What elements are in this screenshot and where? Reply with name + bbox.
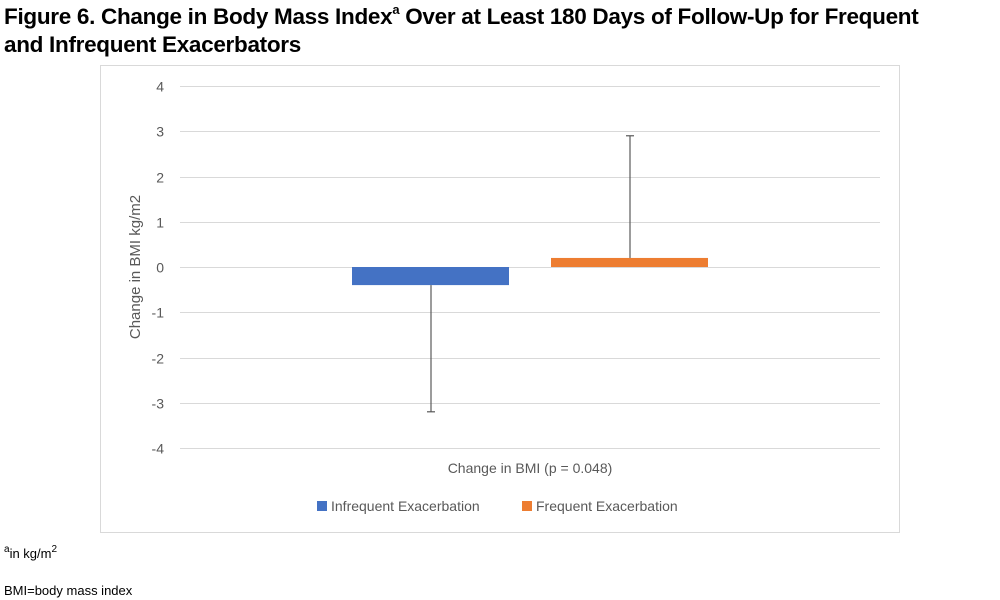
unit-footnote-text: in kg/m	[9, 546, 52, 561]
chart-frame	[100, 65, 900, 533]
x-axis-category-label: Change in BMI (p = 0.048)	[448, 460, 613, 476]
gridlines	[180, 86, 880, 449]
bar-frequent-exacerbation	[551, 257, 708, 267]
unit-footnote-power: 2	[51, 544, 58, 555]
legend-swatch	[317, 501, 327, 511]
y-tick-label: -1	[152, 305, 165, 321]
legend-swatch	[522, 501, 532, 511]
y-tick-label: -4	[152, 441, 165, 457]
bar-infrequent-exacerbation	[352, 267, 509, 286]
legend: Infrequent Exacerbation Frequent Exacerba…	[317, 498, 678, 514]
y-tick-label: -3	[152, 396, 165, 412]
y-axis-ticks: 4 3 2 1 0 -1 -2 -3 -4	[152, 79, 165, 457]
y-tick-label: 3	[156, 124, 164, 140]
y-axis-label: Change in BMI kg/m2	[127, 195, 144, 339]
legend-label: Infrequent Exacerbation	[331, 498, 480, 514]
legend-label: Frequent Exacerbation	[536, 498, 678, 514]
figure-title: Figure 6. Change in Body Mass Indexa Ove…	[4, 3, 994, 59]
y-tick-label: 0	[156, 260, 164, 276]
unit-footnote-marker: a	[4, 544, 10, 555]
y-tick-label: 2	[156, 170, 164, 186]
y-tick-label: 4	[156, 79, 164, 95]
figure-title-superscript: a	[392, 2, 400, 17]
bars	[352, 257, 708, 286]
abbreviation-footnote: BMI=body mass index	[4, 583, 133, 598]
y-tick-label: -2	[152, 351, 165, 367]
unit-footnote: ain kg/m2	[4, 544, 58, 562]
y-tick-label: 1	[156, 215, 164, 231]
figure-title-line1-suffix: Over at Least 180 Days of Follow-Up for …	[399, 4, 919, 29]
bar-chart: 4 3 2 1 0 -1 -2 -3 -4 Change in BMI kg/m2 Change…	[100, 65, 900, 533]
error-bars	[427, 135, 634, 413]
figure-title-line1-prefix: Figure 6. Change in Body Mass Index	[4, 4, 393, 29]
figure-title-line2: and Infrequent Exacerbators	[4, 32, 301, 57]
